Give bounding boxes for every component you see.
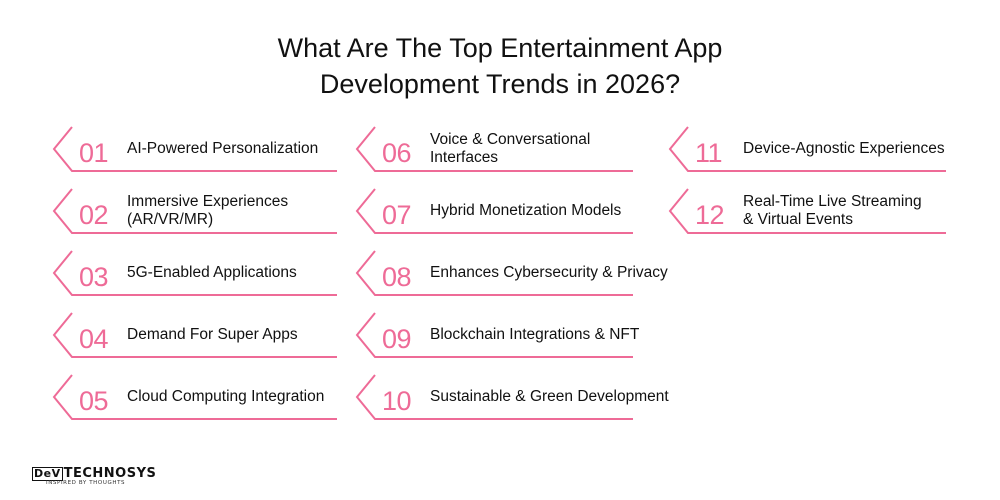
trend-item-08: 08 Enhances Cybersecurity & Privacy bbox=[355, 249, 668, 307]
chevron-frame-icon bbox=[52, 374, 337, 420]
trend-label: Enhances Cybersecurity & Privacy bbox=[430, 264, 668, 281]
trend-item-04: 04 Demand For Super Apps bbox=[52, 311, 352, 369]
trend-number: 12 bbox=[695, 200, 725, 230]
trend-item-07: 07 Hybrid Monetization Models bbox=[355, 187, 655, 245]
trend-number: 01 bbox=[79, 138, 109, 168]
trend-label: Real-Time Live Streaming & Virtual Event… bbox=[743, 193, 922, 228]
chevron-frame-icon bbox=[355, 374, 633, 420]
chevron-frame-icon bbox=[668, 188, 946, 234]
trend-label: Immersive Experiences (AR/VR/MR) bbox=[127, 193, 289, 228]
trend-label: Blockchain Integrations & NFT bbox=[430, 326, 640, 343]
chevron-frame-icon bbox=[668, 126, 946, 172]
trend-item-10: 10 Sustainable & Green Development bbox=[355, 373, 669, 431]
trend-item-03: 03 5G-Enabled Applications bbox=[52, 249, 352, 307]
trend-item-11: 11 Device-Agnostic Experiences bbox=[668, 125, 968, 183]
trend-label: Device-Agnostic Experiences bbox=[743, 140, 945, 157]
trend-item-02: 02 Immersive Experiences (AR/VR/MR) bbox=[52, 187, 352, 245]
trend-label: Sustainable & Green Development bbox=[430, 388, 669, 405]
trend-number: 06 bbox=[382, 138, 412, 168]
chevron-frame-icon bbox=[52, 188, 337, 234]
logo-brand-text: TECHNOSYS bbox=[63, 466, 157, 481]
trend-label: Voice & Conversational Interfaces bbox=[430, 131, 591, 166]
chevron-frame-icon bbox=[355, 126, 633, 172]
trend-item-12: 12 Real-Time Live Streaming & Virtual Ev… bbox=[668, 187, 968, 245]
trend-label: Hybrid Monetization Models bbox=[430, 202, 622, 219]
chevron-frame-icon bbox=[355, 188, 633, 234]
trend-item-05: 05 Cloud Computing Integration bbox=[52, 373, 352, 431]
page-title: What Are The Top Entertainment App Devel… bbox=[0, 30, 1000, 102]
trend-label: Demand For Super Apps bbox=[127, 326, 298, 343]
trend-item-01: 01 AI-Powered Personalization bbox=[52, 125, 352, 183]
trend-item-06: 06 Voice & Conversational Interfaces bbox=[355, 125, 655, 183]
chevron-frame-icon bbox=[52, 312, 337, 358]
trend-number: 07 bbox=[382, 200, 412, 230]
logo-dev-mark: DeV bbox=[32, 467, 63, 481]
trend-item-09: 09 Blockchain Integrations & NFT bbox=[355, 311, 655, 369]
trend-number: 10 bbox=[382, 386, 412, 416]
chevron-frame-icon bbox=[52, 126, 337, 172]
trend-number: 11 bbox=[695, 138, 723, 168]
chevron-frame-icon bbox=[355, 312, 633, 358]
trend-number: 02 bbox=[79, 200, 109, 230]
trend-number: 08 bbox=[382, 262, 412, 292]
title-line-1: What Are The Top Entertainment App bbox=[277, 33, 723, 63]
trend-number: 05 bbox=[79, 386, 109, 416]
logo-wordmark: DeV TECHNOSYS bbox=[32, 466, 156, 481]
trend-number: 09 bbox=[382, 324, 412, 354]
chevron-frame-icon bbox=[355, 250, 633, 296]
chevron-frame-icon bbox=[52, 250, 337, 296]
logo-tagline: INSPIRED BY THOUGHTS bbox=[46, 480, 126, 486]
title-line-2: Development Trends in 2026? bbox=[319, 69, 681, 99]
brand-logo: DeV TECHNOSYS INSPIRED BY THOUGHTS bbox=[32, 466, 162, 488]
trend-number: 04 bbox=[79, 324, 109, 354]
trend-label: Cloud Computing Integration bbox=[127, 388, 325, 405]
trend-number: 03 bbox=[79, 262, 109, 292]
trend-label: AI-Powered Personalization bbox=[127, 140, 319, 157]
trend-label: 5G-Enabled Applications bbox=[127, 264, 297, 281]
